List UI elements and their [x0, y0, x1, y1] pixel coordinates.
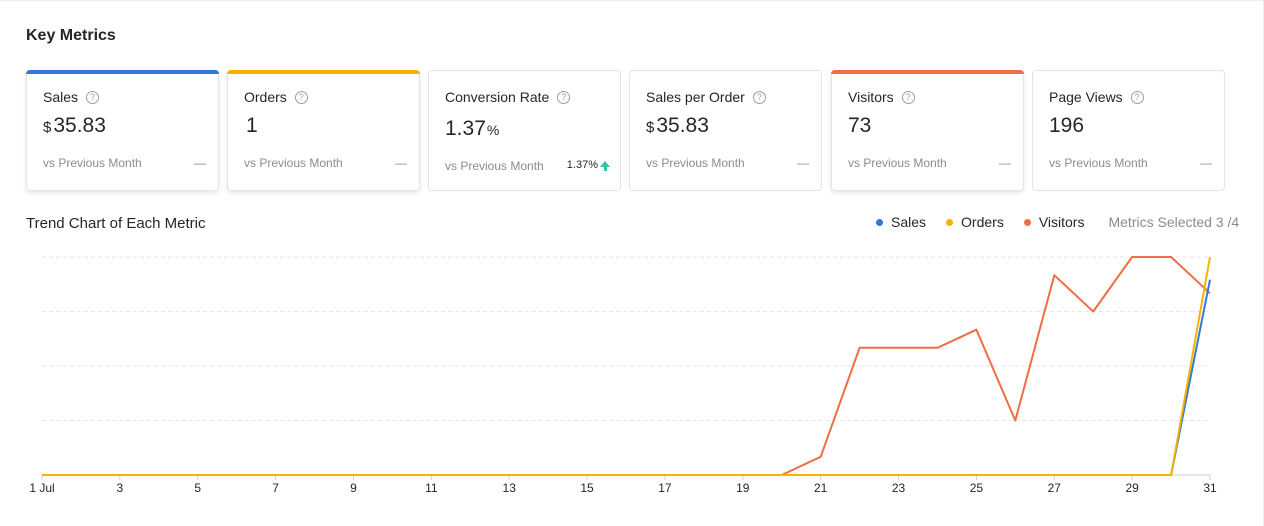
- x-tick-label: 19: [736, 481, 750, 495]
- question-circle-icon[interactable]: ?: [557, 90, 571, 104]
- metric-card-sales-per-order[interactable]: Sales per Order? $35.83 vs Previous Mont…: [629, 70, 822, 191]
- x-tick-label: 13: [503, 481, 517, 495]
- change-value: 1.37%: [567, 159, 610, 171]
- x-tick-label: 21: [814, 481, 828, 495]
- change-value: —: [1200, 156, 1212, 170]
- x-tick-label: 11: [425, 481, 438, 495]
- compare-label: vs Previous Month: [646, 156, 745, 170]
- metric-card-orders[interactable]: Orders? 1 vs Previous Month —: [227, 70, 420, 191]
- change-value: —: [797, 156, 809, 170]
- metric-label: Sales per Order: [646, 89, 745, 105]
- question-circle-icon[interactable]: ?: [86, 90, 100, 104]
- change-value: —: [194, 156, 206, 170]
- question-circle-icon[interactable]: ?: [1130, 90, 1144, 104]
- section-title: Key Metrics: [26, 27, 116, 44]
- card-accent-bar: [227, 70, 420, 74]
- metric-value: 196: [1049, 114, 1085, 137]
- metric-value: $35.83: [43, 114, 106, 137]
- compare-label: vs Previous Month: [1049, 156, 1148, 170]
- card-accent-bar: [831, 70, 1024, 74]
- trend-chart: 1 Jul 3 5 7 9 11 13 15 17 19 21 23 25 27 29 31: [29, 256, 1217, 495]
- legend-item-sales[interactable]: Sales: [876, 214, 926, 230]
- metric-value: 73: [848, 114, 872, 137]
- compare-label: vs Previous Month: [848, 156, 947, 170]
- trend-chart-title: Trend Chart of Each Metric: [26, 215, 206, 232]
- x-tick-label: 3: [117, 481, 124, 495]
- metric-label: Orders: [244, 89, 287, 105]
- arrow-up-icon: [600, 161, 610, 171]
- metrics-selected-counter[interactable]: Metrics Selected 3 /4: [1108, 214, 1240, 230]
- card-accent-bar: [26, 70, 219, 74]
- x-tick-label: 23: [892, 481, 906, 495]
- question-circle-icon[interactable]: ?: [901, 90, 915, 104]
- x-tick-label: 29: [1125, 481, 1139, 495]
- change-value: —: [395, 156, 407, 170]
- x-tick-label: 7: [272, 481, 279, 495]
- legend-item-orders[interactable]: Orders: [946, 214, 1004, 230]
- x-tick-label: 1 Jul: [29, 481, 54, 495]
- metric-value: $35.83: [646, 114, 709, 137]
- x-tick-label: 5: [194, 481, 201, 495]
- metric-label: Page Views: [1049, 89, 1123, 105]
- metric-label: Sales: [43, 89, 79, 105]
- compare-label: vs Previous Month: [43, 156, 142, 170]
- question-circle-icon[interactable]: ?: [294, 90, 308, 104]
- question-circle-icon[interactable]: ?: [752, 90, 766, 104]
- compare-label: vs Previous Month: [244, 156, 343, 170]
- chart-legend: Sales Orders Visitors Metrics Selected 3…: [876, 214, 1239, 230]
- metric-card-conversion-rate[interactable]: Conversion Rate? 1.37% vs Previous Month…: [428, 70, 621, 191]
- metric-value: 1: [246, 114, 258, 137]
- series-line-sales: [42, 279, 1211, 476]
- metric-label: Conversion Rate: [445, 89, 550, 105]
- legend-dot: [876, 218, 883, 226]
- metric-card-page-views[interactable]: Page Views? 196 vs Previous Month —: [1032, 70, 1225, 191]
- metric-value: 1.37%: [445, 117, 500, 140]
- x-tick-label: 25: [970, 481, 984, 495]
- legend-item-visitors[interactable]: Visitors: [1023, 214, 1084, 230]
- metric-card-sales[interactable]: Sales? $35.83 vs Previous Month —: [26, 70, 219, 191]
- x-tick-label: 17: [658, 481, 672, 495]
- compare-label: vs Previous Month: [445, 159, 544, 173]
- legend-dot: [946, 218, 954, 226]
- x-tick-label: 9: [350, 481, 357, 495]
- change-value: —: [999, 156, 1011, 170]
- metric-card-visitors[interactable]: Visitors? 73 vs Previous Month —: [831, 70, 1024, 191]
- legend-dot: [1023, 218, 1031, 226]
- x-tick-label: 27: [1048, 481, 1062, 495]
- series-line-orders: [42, 256, 1211, 476]
- x-tick-label: 15: [580, 481, 594, 495]
- metric-label: Visitors: [848, 89, 894, 105]
- x-tick-label: 31: [1203, 481, 1217, 495]
